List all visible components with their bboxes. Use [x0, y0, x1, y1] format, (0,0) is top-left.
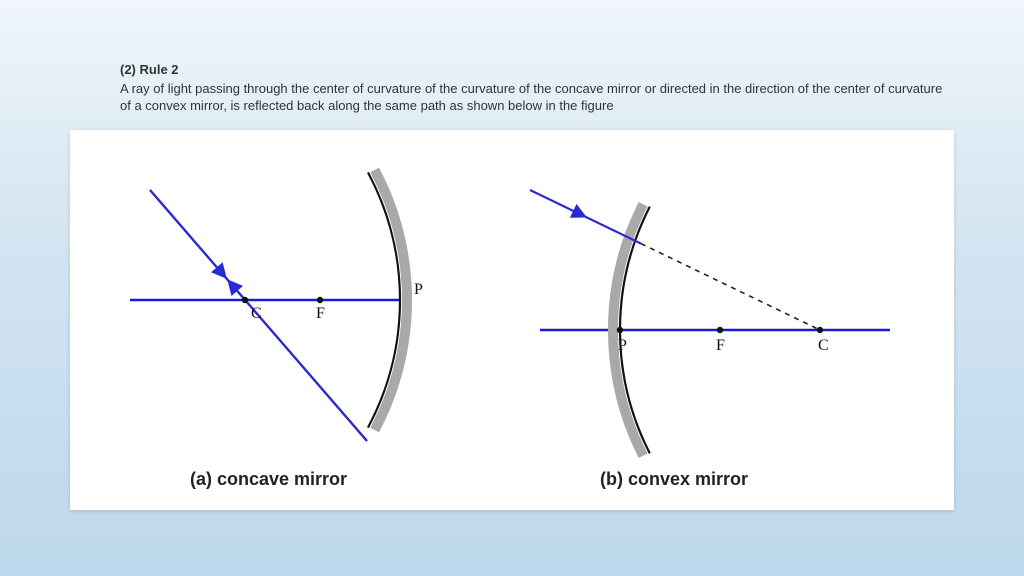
svg-text:F: F	[316, 305, 325, 322]
svg-text:P: P	[414, 281, 423, 298]
svg-text:C: C	[251, 305, 262, 322]
svg-text:F: F	[716, 337, 725, 354]
convex-caption: (b) convex mirror	[600, 469, 748, 489]
svg-text:C: C	[818, 337, 829, 354]
diagram-panel: C F P (a) concave mirror P F C (b) convex mirro…	[70, 130, 954, 510]
diagram-svg: C F P (a) concave mirror P F C (b) convex mirro…	[70, 130, 954, 510]
rule-description: A ray of light passing through the cente…	[120, 81, 944, 115]
concave-caption: (a) concave mirror	[190, 469, 347, 489]
rule-title: (2) Rule 2	[120, 62, 944, 79]
svg-text:P: P	[618, 337, 627, 354]
